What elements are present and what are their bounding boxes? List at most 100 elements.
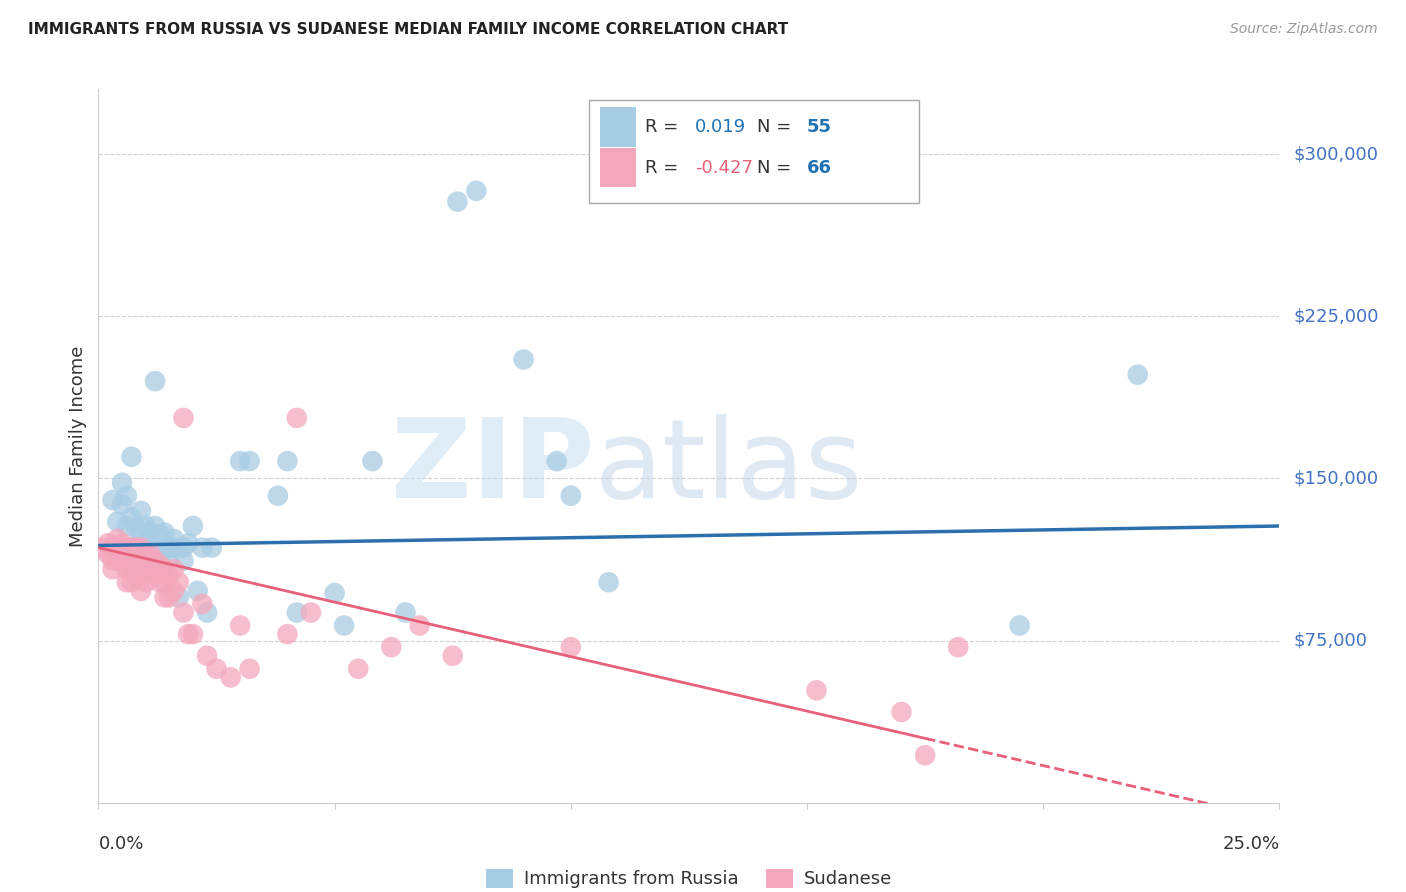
Point bbox=[153, 541, 176, 555]
Point bbox=[111, 553, 134, 567]
Point bbox=[394, 606, 416, 620]
Point bbox=[105, 515, 128, 529]
Point bbox=[115, 562, 138, 576]
Point bbox=[560, 489, 582, 503]
Point bbox=[101, 553, 124, 567]
Point bbox=[285, 606, 308, 620]
Text: -0.427: -0.427 bbox=[695, 159, 752, 177]
Point bbox=[276, 627, 298, 641]
Point bbox=[153, 562, 176, 576]
Text: $300,000: $300,000 bbox=[1294, 145, 1378, 163]
Point bbox=[181, 627, 204, 641]
Point bbox=[163, 532, 186, 546]
Point bbox=[172, 410, 194, 425]
Point bbox=[177, 627, 200, 641]
Point bbox=[97, 547, 120, 561]
Point bbox=[115, 575, 138, 590]
Point bbox=[121, 562, 143, 576]
Point bbox=[139, 525, 162, 540]
FancyBboxPatch shape bbox=[589, 100, 920, 203]
Point bbox=[172, 553, 194, 567]
Point bbox=[446, 194, 468, 209]
Point bbox=[149, 553, 172, 567]
Point bbox=[121, 510, 143, 524]
Point bbox=[97, 536, 120, 550]
Point bbox=[121, 450, 143, 464]
Text: N =: N = bbox=[758, 118, 792, 136]
Point bbox=[157, 553, 180, 567]
Point bbox=[267, 489, 290, 503]
Text: 66: 66 bbox=[807, 159, 832, 177]
Point bbox=[101, 562, 124, 576]
Point bbox=[914, 748, 936, 763]
Point bbox=[121, 541, 143, 555]
Point bbox=[229, 454, 252, 468]
Text: 0.019: 0.019 bbox=[695, 118, 747, 136]
Point bbox=[347, 662, 370, 676]
Point bbox=[121, 575, 143, 590]
Point bbox=[111, 536, 134, 550]
Point bbox=[149, 558, 172, 572]
Point bbox=[239, 662, 262, 676]
Point bbox=[153, 575, 176, 590]
Point bbox=[135, 536, 157, 550]
Point bbox=[191, 541, 214, 555]
Point bbox=[187, 583, 209, 598]
Point bbox=[129, 568, 152, 582]
Point bbox=[111, 497, 134, 511]
Point bbox=[172, 541, 194, 555]
Point bbox=[172, 606, 194, 620]
Point bbox=[333, 618, 356, 632]
Point bbox=[105, 553, 128, 567]
Point bbox=[380, 640, 402, 654]
Point bbox=[149, 575, 172, 590]
Point bbox=[105, 541, 128, 555]
Text: $150,000: $150,000 bbox=[1294, 469, 1378, 487]
Point bbox=[129, 504, 152, 518]
Text: 55: 55 bbox=[807, 118, 832, 136]
Point bbox=[125, 553, 148, 567]
Point bbox=[299, 606, 322, 620]
Point bbox=[201, 541, 224, 555]
Point bbox=[139, 541, 162, 555]
Point bbox=[948, 640, 970, 654]
Legend: Immigrants from Russia, Sudanese: Immigrants from Russia, Sudanese bbox=[479, 862, 898, 892]
Point bbox=[143, 553, 166, 567]
Point bbox=[163, 541, 186, 555]
Point bbox=[229, 618, 252, 632]
Text: $75,000: $75,000 bbox=[1294, 632, 1368, 649]
Point bbox=[139, 547, 162, 561]
Point bbox=[139, 562, 162, 576]
Point bbox=[115, 519, 138, 533]
Point bbox=[323, 586, 346, 600]
Point bbox=[546, 454, 568, 468]
Point bbox=[135, 553, 157, 567]
Point bbox=[157, 541, 180, 555]
Point bbox=[115, 541, 138, 555]
Point bbox=[135, 519, 157, 533]
Point bbox=[129, 583, 152, 598]
Point bbox=[143, 374, 166, 388]
FancyBboxPatch shape bbox=[600, 107, 636, 146]
Point bbox=[135, 547, 157, 561]
Point bbox=[125, 562, 148, 576]
Point bbox=[121, 553, 143, 567]
Text: ZIP: ZIP bbox=[391, 414, 595, 521]
Point bbox=[143, 519, 166, 533]
Point bbox=[890, 705, 912, 719]
Point bbox=[115, 553, 138, 567]
Point bbox=[598, 575, 620, 590]
Point bbox=[129, 547, 152, 561]
Text: 0.0%: 0.0% bbox=[98, 835, 143, 853]
Point bbox=[157, 591, 180, 605]
Point bbox=[129, 525, 152, 540]
Point bbox=[512, 352, 534, 367]
Point bbox=[129, 541, 152, 555]
Point bbox=[121, 541, 143, 555]
Point bbox=[129, 553, 152, 567]
Point bbox=[91, 541, 114, 555]
Point bbox=[205, 662, 228, 676]
Point bbox=[1126, 368, 1149, 382]
Point bbox=[153, 591, 176, 605]
Point bbox=[276, 454, 298, 468]
